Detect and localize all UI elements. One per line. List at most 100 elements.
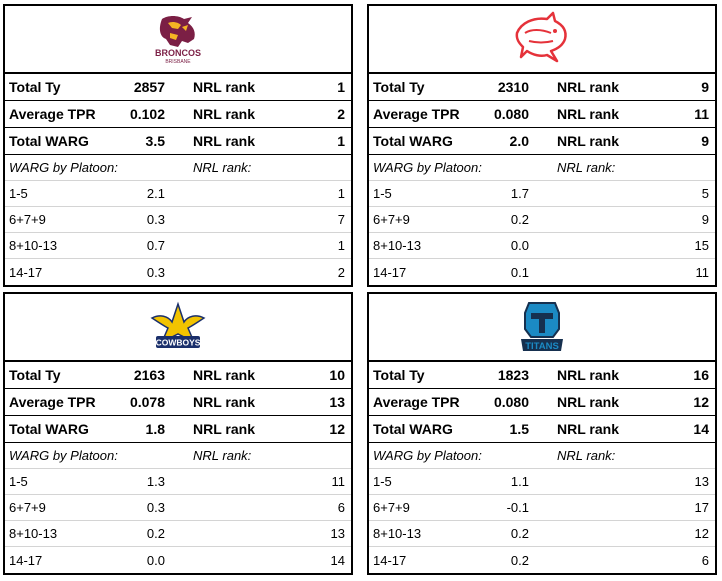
total-warg-rank: 1 (337, 133, 345, 149)
platoon-rank: 6 (701, 552, 709, 568)
total-warg-rank: 14 (693, 421, 709, 437)
total-ty-row: Total Ty 2310 NRL rank 9 (369, 74, 715, 101)
platoon-warg: 1.1 (510, 474, 529, 489)
platoon-label: 14-17 (9, 552, 43, 568)
platoon-row: 6+7+9 0.3 6 (5, 495, 351, 521)
average-tpr-value: 0.102 (129, 106, 165, 122)
average-tpr-value: 0.080 (493, 106, 529, 122)
platoon-rank: 1 (337, 186, 345, 201)
average-tpr-rank: 12 (693, 394, 709, 410)
platoon-label: 1-5 (373, 186, 392, 201)
platoon-warg: 0.0 (146, 552, 165, 568)
platoon-row: 6+7+9 0.3 7 (5, 207, 351, 233)
platoon-row: 14-17 0.3 2 (5, 259, 351, 285)
platoon-row: 14-17 0.1 11 (369, 259, 715, 285)
platoon-warg: 0.7 (146, 238, 165, 253)
platoon-label: 6+7+9 (373, 500, 410, 515)
platoon-rank: 1 (337, 238, 345, 253)
platoon-row: 1-5 1.7 5 (369, 181, 715, 207)
platoon-rank: 11 (331, 474, 346, 489)
platoon-row: 8+10-13 0.2 13 (5, 521, 351, 547)
platoon-label: 8+10-13 (9, 526, 58, 541)
warg-by-platoon-label: WARG by Platoon: (9, 448, 118, 463)
total-warg-value: 3.5 (145, 133, 165, 149)
platoon-row: 1-5 2.1 1 (5, 181, 351, 207)
total-ty-rank: 10 (329, 367, 345, 383)
platoon-rank: 6 (337, 500, 345, 515)
nrl-rank-sub-label: NRL rank: (557, 448, 616, 463)
platoon-row: 8+10-13 0.7 1 (5, 233, 351, 259)
warg-by-platoon-label: WARG by Platoon: (373, 160, 482, 175)
logo-area: TITANS (369, 294, 715, 362)
platoon-warg: 0.0 (510, 238, 529, 253)
total-warg-row: Total WARG 3.5 NRL rank 1 (5, 128, 351, 155)
platoon-rank: 5 (701, 186, 709, 201)
logo-area: COWBOYS (5, 294, 351, 362)
platoon-row: 6+7+9 -0.1 17 (369, 495, 715, 521)
platoon-rank: 13 (330, 526, 345, 541)
platoon-label: 14-17 (373, 264, 407, 280)
platoon-rank: 13 (694, 474, 709, 489)
nrl-rank-label: NRL rank (193, 79, 255, 95)
total-warg-row: Total WARG 2.0 NRL rank 9 (369, 128, 715, 155)
platoon-row: 14-17 0.2 6 (369, 547, 715, 573)
total-warg-rank: 9 (701, 133, 709, 149)
cowboys-logo-text: COWBOYS (156, 338, 201, 348)
average-tpr-row: Average TPR 0.080 NRL rank 11 (369, 101, 715, 128)
platoon-warg: 1.3 (146, 474, 165, 489)
average-tpr-row: Average TPR 0.078 NRL rank 13 (5, 389, 351, 416)
total-warg-label: Total WARG (373, 421, 453, 437)
total-ty-label: Total Ty (9, 79, 61, 95)
nrl-rank-label: NRL rank (557, 106, 619, 122)
warg-by-platoon-label: WARG by Platoon: (9, 160, 118, 175)
platoon-rank: 12 (694, 526, 709, 541)
nrl-rank-label: NRL rank (557, 79, 619, 95)
platoon-rank: 17 (694, 500, 709, 515)
nrl-rank-label: NRL rank (557, 394, 619, 410)
total-ty-label: Total Ty (373, 367, 425, 383)
platoon-warg: 0.3 (146, 500, 165, 515)
platoon-label: 14-17 (9, 264, 43, 280)
platoon-rank: 15 (694, 238, 709, 253)
platoon-label: 8+10-13 (373, 526, 422, 541)
total-ty-value: 1823 (497, 367, 529, 383)
nrl-rank-label: NRL rank (557, 421, 619, 437)
platoon-label: 1-5 (373, 474, 392, 489)
total-warg-value: 1.5 (509, 421, 529, 437)
team-card-titans: TITANS Total Ty 1823 NRL rank 16 Average… (367, 292, 717, 575)
average-tpr-label: Average TPR (9, 394, 96, 410)
average-tpr-rank: 11 (694, 106, 709, 122)
total-ty-row: Total Ty 2857 NRL rank 1 (5, 74, 351, 101)
total-ty-value: 2310 (497, 79, 529, 95)
average-tpr-row: Average TPR 0.080 NRL rank 12 (369, 389, 715, 416)
nrl-rank-sub-label: NRL rank: (193, 160, 252, 175)
platoon-row: 8+10-13 0.0 15 (369, 233, 715, 259)
average-tpr-rank: 2 (337, 106, 345, 122)
platoon-warg: 0.2 (510, 526, 529, 541)
nrl-rank-label: NRL rank (193, 106, 255, 122)
total-ty-rank: 16 (693, 367, 709, 383)
total-ty-label: Total Ty (373, 79, 425, 95)
platoon-header-row: WARG by Platoon: NRL rank: (369, 443, 715, 469)
total-ty-row: Total Ty 2163 NRL rank 10 (5, 362, 351, 389)
broncos-logo-icon: BRONCOS BRISBANE (155, 16, 201, 65)
platoon-label: 6+7+9 (9, 500, 46, 515)
platoon-warg: -0.1 (506, 500, 529, 515)
platoon-warg: 0.2 (510, 552, 529, 568)
team-card-dolphins: Total Ty 2310 NRL rank 9 Average TPR 0.0… (367, 4, 717, 287)
platoon-label: 8+10-13 (373, 238, 422, 253)
platoon-label: 1-5 (9, 474, 28, 489)
average-tpr-label: Average TPR (9, 106, 96, 122)
platoon-warg: 2.1 (146, 186, 165, 201)
total-ty-value: 2857 (133, 79, 165, 95)
platoon-rank: 14 (330, 552, 345, 568)
nrl-rank-sub-label: NRL rank: (557, 160, 616, 175)
total-ty-value: 2163 (133, 367, 165, 383)
logo-area: BRONCOS BRISBANE (5, 6, 351, 74)
platoon-rank: 2 (337, 264, 345, 280)
logo-area (369, 6, 715, 74)
total-warg-value: 2.0 (509, 133, 529, 149)
platoon-header-row: WARG by Platoon: NRL rank: (369, 155, 715, 181)
platoon-row: 6+7+9 0.2 9 (369, 207, 715, 233)
total-ty-row: Total Ty 1823 NRL rank 16 (369, 362, 715, 389)
